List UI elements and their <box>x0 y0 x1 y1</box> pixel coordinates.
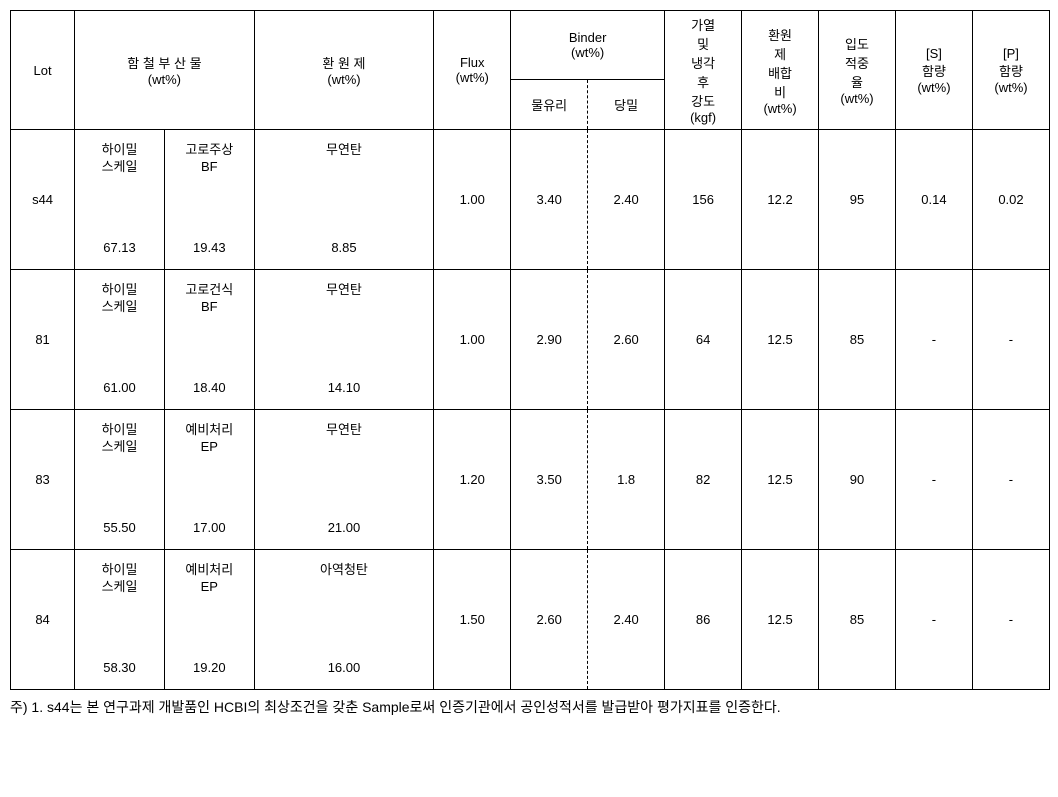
cell-bind1: 2.90 <box>511 270 588 410</box>
cell-bind2: 1.8 <box>588 410 665 550</box>
header-flux: Flux(wt%) <box>434 11 511 130</box>
cell-mat1: 하이밀스케일61.00 <box>75 270 165 410</box>
cell-ratio: 12.5 <box>742 550 819 690</box>
table-body: s44하이밀스케일67.13고로주상BF19.43무연탄8.851.003.40… <box>11 130 1050 690</box>
cell-strength: 64 <box>665 270 742 410</box>
header-binder-sub1: 물유리 <box>511 80 588 130</box>
footnote: 주) 1. s44는 본 연구과제 개발품인 HCBI의 최상조건을 갖춘 Sa… <box>10 696 1050 718</box>
cell-mat1: 하이밀스케일67.13 <box>75 130 165 270</box>
cell-lot: 81 <box>11 270 75 410</box>
cell-bind2: 2.40 <box>588 130 665 270</box>
cell-p: - <box>972 410 1049 550</box>
data-table: Lot 함 철 부 산 물(wt%) 환 원 제(wt%) Flux(wt%) … <box>10 10 1050 690</box>
cell-particle: 85 <box>819 270 896 410</box>
cell-mat2: 예비처리EP17.00 <box>164 410 254 550</box>
cell-reductant: 무연탄14.10 <box>254 270 434 410</box>
cell-reductant: 아역청탄16.00 <box>254 550 434 690</box>
header-strength: 가열및냉각후강도(kgf) <box>665 11 742 130</box>
table-row: 81하이밀스케일61.00고로건식BF18.40무연탄14.101.002.90… <box>11 270 1050 410</box>
header-material: 함 철 부 산 물(wt%) <box>75 11 255 130</box>
cell-bind2: 2.60 <box>588 270 665 410</box>
cell-mat2: 고로건식BF18.40 <box>164 270 254 410</box>
cell-reductant: 무연탄8.85 <box>254 130 434 270</box>
header-binder-sub2: 당밀 <box>588 80 665 130</box>
cell-mat1: 하이밀스케일58.30 <box>75 550 165 690</box>
table-row: 84하이밀스케일58.30예비처리EP19.20아역청탄16.001.502.6… <box>11 550 1050 690</box>
cell-lot: 84 <box>11 550 75 690</box>
cell-mat1: 하이밀스케일55.50 <box>75 410 165 550</box>
cell-bind2: 2.40 <box>588 550 665 690</box>
header-particle: 입도적중율(wt%) <box>819 11 896 130</box>
cell-bind1: 2.60 <box>511 550 588 690</box>
cell-strength: 86 <box>665 550 742 690</box>
cell-flux: 1.00 <box>434 270 511 410</box>
cell-bind1: 3.50 <box>511 410 588 550</box>
cell-particle: 95 <box>819 130 896 270</box>
cell-particle: 85 <box>819 550 896 690</box>
cell-s: - <box>895 550 972 690</box>
header-s: [S]함량(wt%) <box>895 11 972 130</box>
cell-s: - <box>895 270 972 410</box>
cell-lot: s44 <box>11 130 75 270</box>
cell-particle: 90 <box>819 410 896 550</box>
cell-flux: 1.50 <box>434 550 511 690</box>
table-row: 83하이밀스케일55.50예비처리EP17.00무연탄21.001.203.50… <box>11 410 1050 550</box>
header-p: [P]함량(wt%) <box>972 11 1049 130</box>
cell-mat2: 예비처리EP19.20 <box>164 550 254 690</box>
cell-lot: 83 <box>11 410 75 550</box>
cell-bind1: 3.40 <box>511 130 588 270</box>
header-ratio: 환원제배합비(wt%) <box>742 11 819 130</box>
cell-p: 0.02 <box>972 130 1049 270</box>
cell-flux: 1.20 <box>434 410 511 550</box>
cell-reductant: 무연탄21.00 <box>254 410 434 550</box>
cell-flux: 1.00 <box>434 130 511 270</box>
header-lot: Lot <box>11 11 75 130</box>
cell-strength: 156 <box>665 130 742 270</box>
header-binder: Binder(wt%) <box>511 11 665 80</box>
cell-ratio: 12.5 <box>742 410 819 550</box>
cell-p: - <box>972 270 1049 410</box>
cell-strength: 82 <box>665 410 742 550</box>
cell-p: - <box>972 550 1049 690</box>
cell-mat2: 고로주상BF19.43 <box>164 130 254 270</box>
header-reductant: 환 원 제(wt%) <box>254 11 434 130</box>
cell-s: 0.14 <box>895 130 972 270</box>
cell-s: - <box>895 410 972 550</box>
cell-ratio: 12.5 <box>742 270 819 410</box>
table-row: s44하이밀스케일67.13고로주상BF19.43무연탄8.851.003.40… <box>11 130 1050 270</box>
cell-ratio: 12.2 <box>742 130 819 270</box>
